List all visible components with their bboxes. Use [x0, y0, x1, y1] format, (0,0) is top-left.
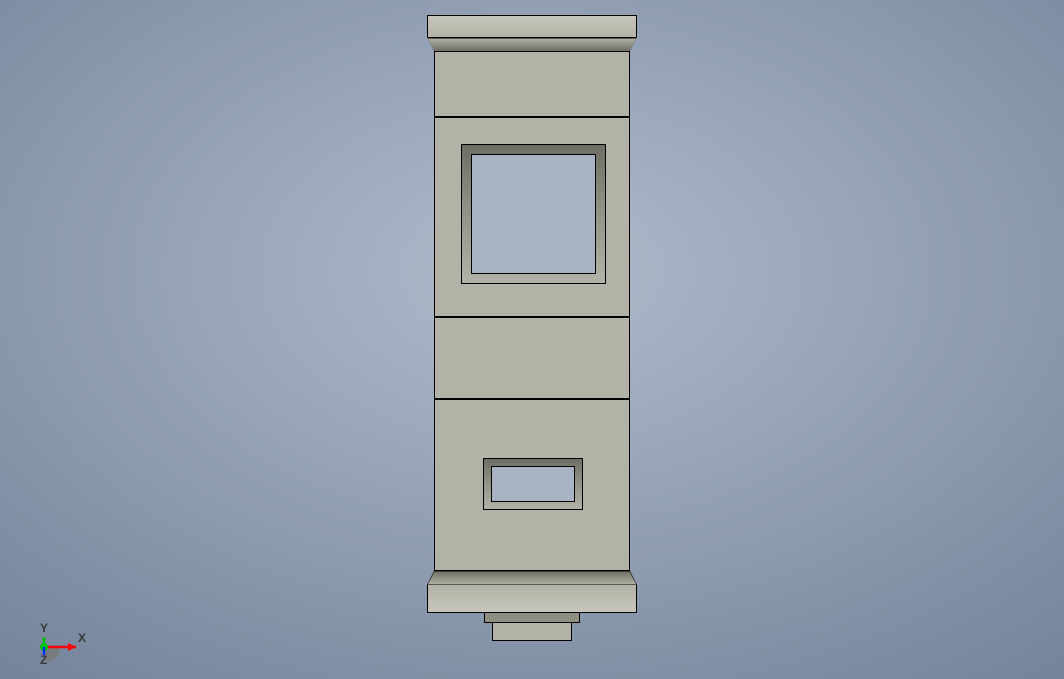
part-band-1	[434, 51, 630, 117]
cad-part[interactable]	[427, 15, 637, 641]
part-window-lower	[483, 458, 583, 510]
part-band-2	[434, 317, 630, 399]
axis-y-label: Y	[40, 621, 48, 635]
cad-viewport[interactable]: X Y Z	[0, 0, 1064, 679]
part-bottom-cap	[427, 585, 637, 613]
part-bottom-chamfer	[427, 571, 637, 585]
part-nub-step	[484, 613, 580, 623]
axis-triad[interactable]: X Y Z	[30, 601, 90, 661]
axis-x-label: X	[78, 631, 86, 645]
part-body-lower	[434, 399, 630, 571]
part-nub	[492, 623, 572, 641]
axis-z-label: Z	[40, 653, 47, 667]
part-body-upper	[434, 117, 630, 317]
part-top-cap	[427, 15, 637, 37]
axis-x-arrowhead-icon	[68, 643, 76, 651]
part-window-upper	[461, 144, 606, 284]
part-top-chamfer	[427, 37, 637, 51]
